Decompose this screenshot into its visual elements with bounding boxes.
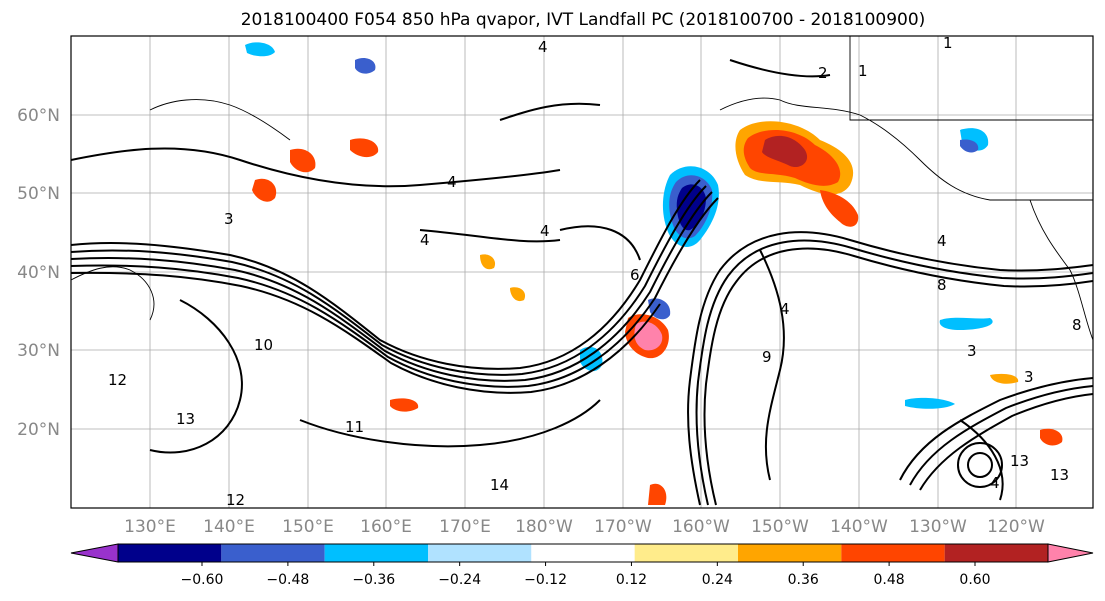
contour-label: 4 bbox=[540, 222, 550, 240]
contour-label: 4 bbox=[990, 474, 1000, 492]
contour-label: 1 bbox=[943, 34, 953, 52]
lat-label: 40°N bbox=[17, 263, 60, 283]
colorbar-swatch bbox=[738, 544, 842, 562]
colorbar-tick-label: −0.48 bbox=[266, 572, 309, 588]
colorbar-tick-label: 0.60 bbox=[959, 572, 990, 588]
contour-label: 10 bbox=[254, 336, 273, 354]
colorbar-tick-label: −0.36 bbox=[352, 572, 395, 588]
colorbar-swatch bbox=[944, 544, 1048, 562]
contour-label: 4 bbox=[538, 38, 548, 56]
lat-label: 30°N bbox=[17, 341, 60, 361]
contour-label: 1 bbox=[858, 62, 868, 80]
contour-label: 4 bbox=[420, 231, 430, 249]
contour-label: 8 bbox=[1072, 316, 1082, 334]
lon-label: 170°W bbox=[594, 517, 652, 537]
lat-label: 60°N bbox=[17, 106, 60, 126]
contour-label: 3 bbox=[1024, 368, 1034, 386]
contour-label: 4 bbox=[447, 173, 457, 191]
contour-label: 11 bbox=[345, 418, 364, 436]
contour-label: 3 bbox=[224, 210, 234, 228]
colorbar-tick-label: 0.36 bbox=[788, 572, 819, 588]
colorbar-outline bbox=[117, 543, 1049, 563]
colorbar-tick-label: 0.12 bbox=[616, 572, 647, 588]
lon-label: 140°W bbox=[830, 517, 888, 537]
lon-label: 150°E bbox=[282, 517, 334, 537]
contour-label: 13 bbox=[1010, 452, 1029, 470]
contour-label: 3 bbox=[967, 342, 977, 360]
colorbar-swatch bbox=[428, 544, 532, 562]
contour-label: 14 bbox=[490, 476, 509, 494]
lon-label: 170°E bbox=[439, 517, 491, 537]
contour-label: 6 bbox=[630, 266, 640, 284]
colorbar-swatch bbox=[324, 544, 428, 562]
colorbar-tick-label: −0.12 bbox=[524, 572, 567, 588]
lon-label: 130°E bbox=[124, 517, 176, 537]
colorbar-extend-left bbox=[70, 543, 119, 563]
contour-label: 4 bbox=[780, 300, 790, 318]
ivt-contours bbox=[71, 59, 1093, 506]
colorbar-swatch bbox=[531, 544, 635, 562]
map-title: 2018100400 F054 850 hPa qvapor, IVT Land… bbox=[241, 10, 926, 30]
contour-label: 12 bbox=[108, 371, 127, 389]
colorbar-swatch bbox=[118, 544, 222, 562]
colorbar-swatch bbox=[221, 544, 325, 562]
colorbar-tick-label: 0.48 bbox=[874, 572, 905, 588]
lon-label: 120°W bbox=[987, 517, 1045, 537]
lon-label: 160°W bbox=[672, 517, 730, 537]
contour-label: 13 bbox=[176, 410, 195, 428]
longitude-labels: 130°E 140°E 150°E 160°E 170°E 180°W 170°… bbox=[124, 517, 1045, 537]
latitude-labels: 60°N 50°N 40°N 30°N 20°N bbox=[17, 106, 60, 440]
lon-label: 160°E bbox=[360, 517, 412, 537]
lon-label: 140°E bbox=[203, 517, 255, 537]
lat-label: 50°N bbox=[17, 184, 60, 204]
colorbar-tick-label: −0.60 bbox=[181, 572, 224, 588]
contour-label: 13 bbox=[1050, 466, 1069, 484]
contour-label: 8 bbox=[937, 276, 947, 294]
colorbar-swatch bbox=[841, 544, 945, 562]
colorbar-swatch bbox=[634, 544, 738, 562]
contour-label: 9 bbox=[762, 348, 772, 366]
colorbar-tick-label: 0.24 bbox=[702, 572, 733, 588]
contour-label: 2 bbox=[818, 64, 828, 82]
contour-label: 12 bbox=[226, 491, 245, 509]
lon-label: 180°W bbox=[515, 517, 573, 537]
contour-label-group: 4 4 4 4 4 4 4 3 3 3 2 1 1 6 8 8 9 10 11 … bbox=[108, 34, 1082, 509]
colorbar-tick-label: −0.24 bbox=[438, 572, 481, 588]
contour-label: 4 bbox=[937, 232, 947, 250]
colorbar: −0.60 −0.48 −0.36 −0.24 −0.12 0.12 0.24 0.36 0.4… bbox=[70, 543, 1094, 588]
lat-label: 20°N bbox=[17, 420, 60, 440]
lon-label: 130°W bbox=[909, 517, 967, 537]
lon-label: 150°W bbox=[751, 517, 809, 537]
map-content: 4 4 4 4 4 4 4 3 3 3 2 1 1 6 8 8 9 10 11 … bbox=[71, 34, 1093, 509]
colorbar-extend-right bbox=[1047, 543, 1094, 563]
map-frame bbox=[70, 35, 1094, 509]
